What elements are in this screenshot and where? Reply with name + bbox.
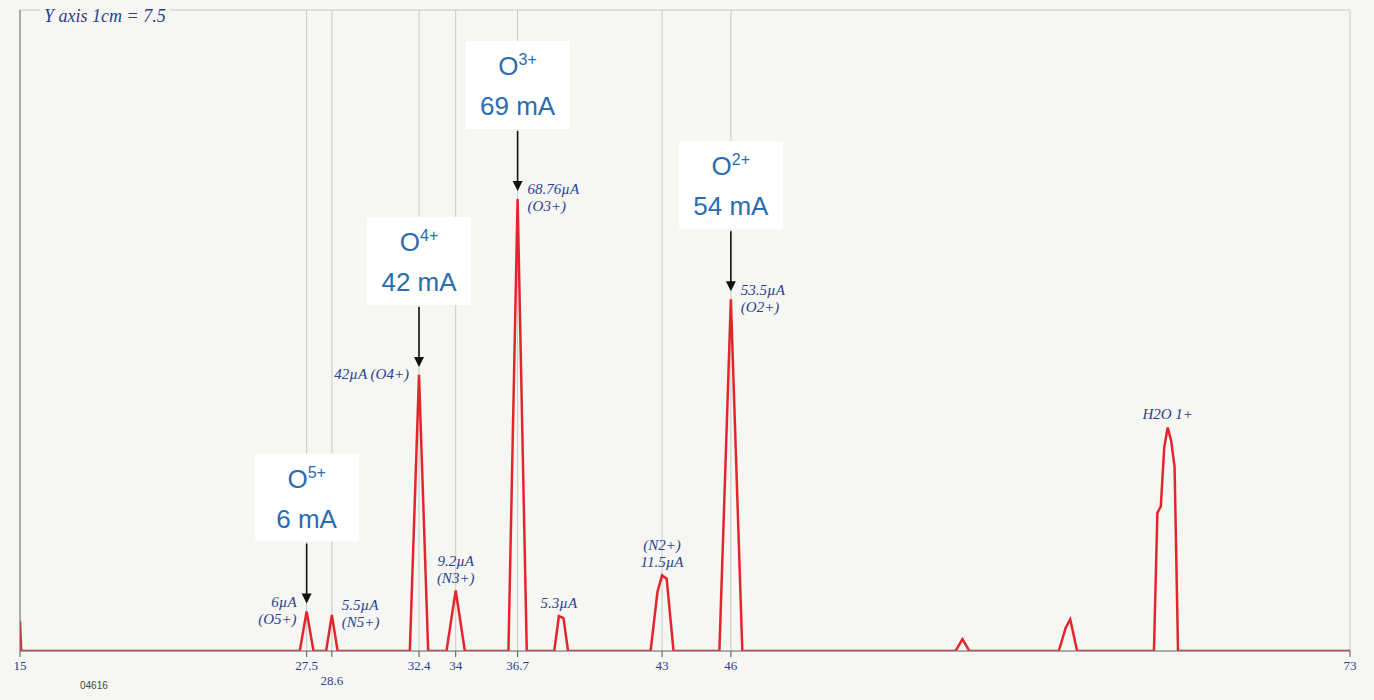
svg-text:(N2+): (N2+) [643, 537, 681, 554]
svg-text:9.2µA: 9.2µA [437, 553, 474, 569]
svg-text:6 mA: 6 mA [276, 504, 337, 534]
svg-text:(O3+): (O3+) [528, 198, 566, 215]
svg-text:53.5µA: 53.5µA [741, 282, 786, 298]
svg-text:5.3µA: 5.3µA [541, 595, 578, 611]
svg-text:42 mA: 42 mA [381, 267, 457, 297]
html-text:04616: 04616 [80, 680, 108, 691]
svg-text:34: 34 [449, 658, 463, 673]
svg-text:11.5µA: 11.5µA [641, 554, 685, 570]
svg-text:5.5µA: 5.5µA [342, 597, 379, 613]
svg-text:28.6: 28.6 [320, 673, 343, 688]
svg-text:(O2+): (O2+) [741, 299, 779, 316]
svg-text:O2+: O2+ [712, 151, 750, 181]
svg-text:(O5+): (O5+) [258, 611, 296, 628]
svg-text:(N3+): (N3+) [437, 570, 475, 587]
svg-text:42µA (O4+): 42µA (O4+) [334, 366, 409, 383]
svg-text:H2O 1+: H2O 1+ [1141, 406, 1193, 422]
svg-text:43: 43 [656, 658, 669, 673]
svg-text:27.5: 27.5 [295, 658, 318, 673]
svg-text:(N5+): (N5+) [342, 614, 380, 631]
svg-text:46: 46 [724, 658, 738, 673]
svg-text:O4+: O4+ [400, 227, 438, 257]
svg-text:32.4: 32.4 [408, 658, 431, 673]
svg-text:68.76µA: 68.76µA [528, 181, 580, 197]
svg-text:6µA: 6µA [271, 594, 297, 610]
svg-text:O3+: O3+ [498, 51, 536, 81]
svg-text:69 mA: 69 mA [480, 91, 556, 121]
svg-text:54 mA: 54 mA [693, 191, 769, 221]
svg-text:O5+: O5+ [287, 464, 325, 494]
html-text:Y axis 1cm = 7.5: Y axis 1cm = 7.5 [44, 6, 166, 26]
svg-text:15: 15 [14, 658, 27, 673]
svg-text:73: 73 [1344, 658, 1357, 673]
svg-text:36.7: 36.7 [506, 658, 529, 673]
